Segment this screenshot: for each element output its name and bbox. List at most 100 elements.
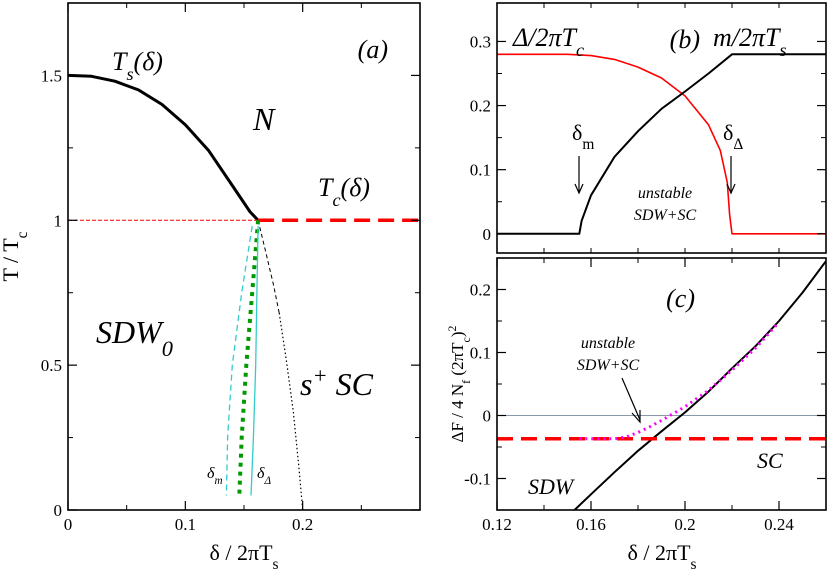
gap-label-part: c [576, 40, 584, 60]
panel-a-xlabel-part: δ / 2π [209, 540, 259, 565]
panel-c-xtick-label: 0.16 [576, 515, 606, 534]
b-unstable-label: unstable [638, 185, 692, 202]
panel-c-plot-area [497, 260, 826, 510]
panel-a-label-part: (a) [358, 35, 388, 64]
panel-c-ylabel-part: (2π [448, 352, 467, 379]
b-delta-m-label: δm [572, 120, 594, 153]
tc-label-part: (δ) [341, 173, 370, 202]
panel-a-series-cyan-dashed [225, 225, 253, 496]
n-phase-label-part: N [252, 101, 276, 137]
panel-c-ylabel-part: f [459, 380, 473, 384]
sdw0-label-part: 0 [162, 336, 173, 361]
delta-m-label: δm [207, 465, 223, 487]
b-delta-delta-label-part: Δ [733, 136, 743, 153]
panel-a-xtick-label: 0 [64, 515, 73, 534]
panel-c-xtick-label: 0.24 [764, 515, 794, 534]
panel-a-ytick-label: 0.5 [41, 356, 62, 375]
sdw-curve-label-part: SDW [528, 474, 575, 499]
b-sdwsc-label-part: SDW+SC [634, 207, 697, 224]
mag-label-part: m/2π [713, 23, 766, 52]
panel-a-ytick-label: 0 [54, 501, 63, 520]
c-arrow-head [631, 410, 641, 424]
panel-b-ytick-label: 0 [483, 225, 492, 244]
tc-label-part: c [332, 190, 340, 210]
panel-c-xlabel-part: δ / 2π [627, 540, 677, 565]
panel-c-ylabel-part: T [448, 342, 467, 353]
panel-c-label: (c) [666, 284, 695, 313]
sc-phase-label: s+ SC [300, 363, 374, 403]
n-phase-label: N [252, 101, 276, 137]
panel-a-xtick-label: 0.2 [292, 515, 313, 534]
panel-b-label: (b) [670, 25, 700, 54]
panel-a-xlabel-part: T [259, 540, 273, 565]
panel-c-xtick-label: 0.12 [482, 515, 512, 534]
panel-a-series-green-dotted-thick [237, 220, 261, 496]
ts-label-part: (δ) [134, 47, 163, 76]
panel-a-ylabel: T / Tc [0, 231, 31, 281]
panel-a-xlabel: δ / 2πTs [209, 540, 278, 572]
sc-phase-label-part: s [300, 366, 312, 402]
panel-a-ylabel-part: T [0, 268, 23, 282]
b-unstable-label-part: unstable [638, 185, 692, 202]
panel-b-ytick-label: 0.1 [470, 161, 491, 180]
panel-a-label: (a) [358, 35, 388, 64]
panel-c-ytick-label: -0.1 [464, 470, 491, 489]
panel-b-ytick-label: 0.3 [470, 32, 491, 51]
tc-label-part: T [318, 173, 334, 202]
b-arrow-dd-head [726, 183, 736, 195]
panel-c-xtick-label: 0.2 [674, 515, 695, 534]
panel-b-series [497, 53, 826, 235]
panel-c-xlabel-part: s [691, 556, 697, 572]
c-sdwsc-label: SDW+SC [577, 357, 640, 374]
panel-a-xlabel-part: s [273, 556, 279, 572]
panel-c-label-part: (c) [666, 284, 695, 313]
delta-delta-label-part: Δ [263, 475, 271, 487]
b-delta-m-label-part: m [582, 136, 594, 153]
b-sdwsc-label: SDW+SC [634, 207, 697, 224]
sc-phase-label-part: SC [328, 366, 374, 402]
panel-b-label-part: (b) [670, 25, 700, 54]
panel-a-series-black-dotted-thin [278, 312, 304, 511]
delta-m-label-part: m [214, 475, 222, 487]
panel-b-series [497, 53, 826, 235]
panel-a-ylabel-part: c [14, 231, 31, 238]
panel-c-series-unstablesdwsc [579, 321, 781, 441]
c-unstable-label-part: unstable [581, 335, 635, 352]
delta-delta-label: δΔ [257, 465, 271, 487]
panel-a-series-black-thick-solid [67, 73, 260, 222]
panel-c-ylabel-part: ΔF / 4 [448, 396, 467, 442]
panel-a-series-black-dashed-thin [257, 220, 280, 314]
panel-a-xtick-label: 0.1 [175, 515, 196, 534]
panel-c-ytick-label: 0.2 [470, 281, 491, 300]
c-arrow-shaft [621, 377, 641, 421]
panel-c-ylabel-part: 2 [445, 325, 459, 331]
panel-a-series-cyan-solid [250, 226, 259, 496]
delta-delta-label-part: δ [257, 465, 265, 482]
mag-label-part: s [780, 40, 787, 60]
panel-c: 0.12 0.16 0.2 0.24 -0.1 0 0.1 0.2 (c) unstable SDW… [445, 257, 827, 572]
delta-m-label-part: δ [207, 465, 215, 482]
sc-curve-label-part: SC [757, 448, 783, 473]
panel-b-ytick-label: 0.2 [470, 97, 491, 116]
sc-curve-label: SC [757, 448, 783, 473]
b-arrow-dm-head [574, 183, 584, 195]
panel-a-ylabel-part: T [0, 238, 23, 252]
sdw0-label: SDW0 [96, 314, 173, 361]
gap-label-part: Δ/2π [512, 23, 562, 52]
ts-label-part: T [112, 47, 128, 76]
b-delta-m-label-part: δ [572, 120, 582, 145]
panel-c-ylabel-part: ) [448, 331, 467, 337]
panel-a-ytick-label: 1.5 [41, 66, 62, 85]
gap-label: Δ/2πTc [512, 23, 584, 60]
panel-c-ytick-label: 0 [483, 407, 492, 426]
tc-label: Tc(δ) [318, 173, 370, 210]
panel-a-ytick-label: 1 [54, 211, 63, 230]
sdw0-label-part: SDW [96, 314, 165, 350]
b-delta-delta-label-part: δ [723, 120, 733, 145]
panel-c-ylabel-part: c [459, 337, 473, 342]
ts-label: Ts(δ) [112, 47, 163, 84]
b-delta-delta-label: δΔ [723, 120, 743, 153]
